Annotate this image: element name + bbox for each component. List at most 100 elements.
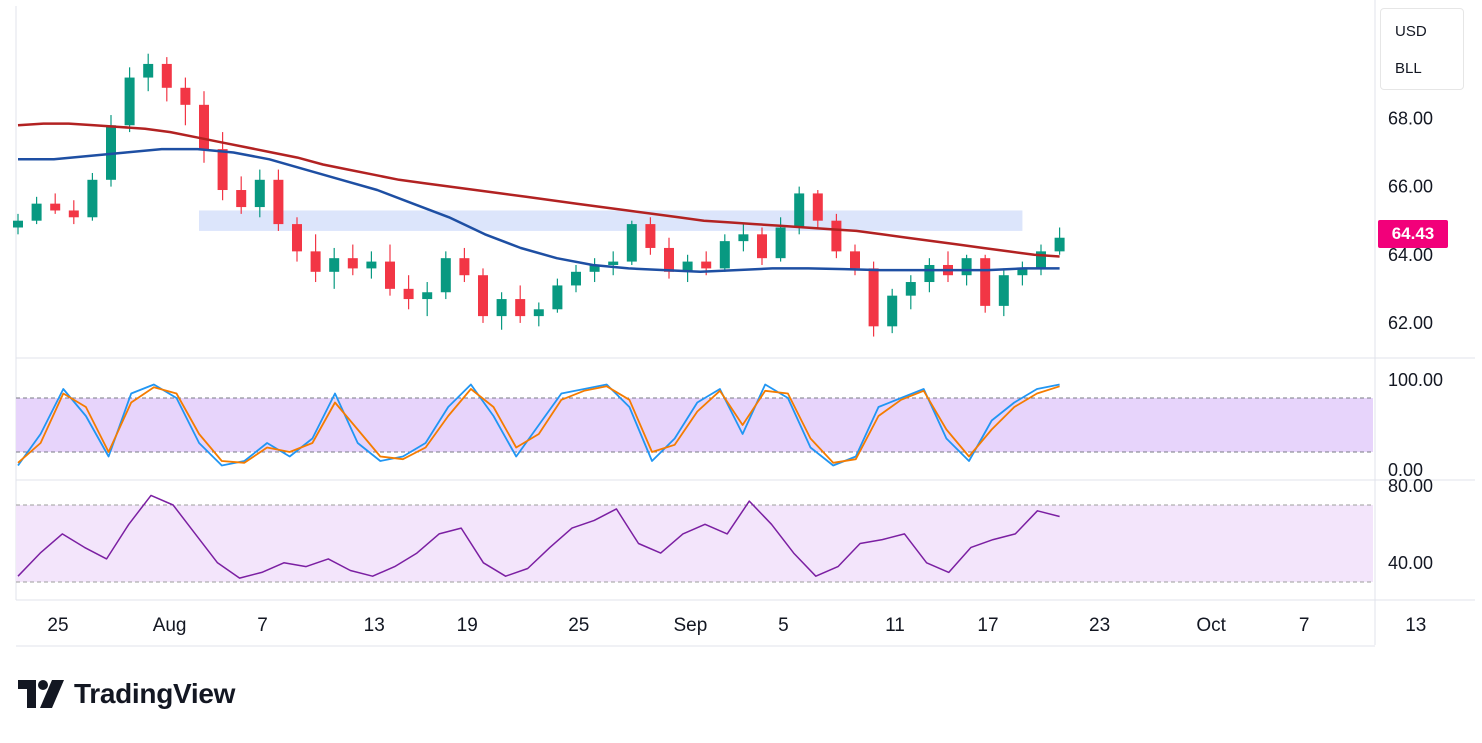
- candle-body: [552, 285, 563, 310]
- candle-body: [868, 268, 879, 327]
- candle-body: [440, 258, 451, 293]
- candle: [812, 190, 823, 228]
- candle: [943, 251, 953, 283]
- candle-body: [478, 275, 488, 317]
- candle: [1017, 261, 1028, 286]
- currency-unit-box[interactable]: USD BLL: [1380, 8, 1464, 90]
- price-tick-label: 68.00: [1388, 108, 1433, 128]
- time-tick-label: 11: [885, 615, 905, 636]
- candle: [515, 285, 526, 323]
- moving-average-blue: [18, 147, 1060, 274]
- candle-body: [998, 275, 1009, 306]
- candle-body: [701, 261, 712, 269]
- candle: [645, 217, 656, 255]
- candle: [31, 196, 42, 225]
- candle-body: [329, 258, 340, 272]
- candle-body: [515, 299, 526, 317]
- candle: [68, 200, 79, 225]
- resistance-zone: [199, 210, 1023, 231]
- candle-body: [757, 234, 767, 259]
- rsi-tick-label: 80.00: [1388, 476, 1433, 496]
- candle: [180, 77, 191, 126]
- candle-body: [626, 224, 637, 262]
- candle-body: [199, 104, 209, 150]
- candle-body: [347, 258, 358, 269]
- candle: [998, 268, 1009, 317]
- candle: [385, 244, 395, 296]
- price-tick-label: 62.00: [1388, 313, 1433, 333]
- candle-body: [1036, 251, 1046, 269]
- candle: [199, 91, 209, 163]
- candle-body: [292, 224, 302, 252]
- candle: [347, 244, 358, 276]
- candle-body: [403, 288, 414, 300]
- candle: [682, 254, 693, 283]
- time-tick-label: 5: [778, 615, 789, 636]
- candle: [626, 220, 637, 265]
- candle: [738, 224, 749, 252]
- candle-body: [831, 220, 842, 252]
- time-tick-label: 25: [568, 615, 589, 636]
- candle-body: [719, 241, 730, 269]
- time-tick-label: 19: [457, 615, 478, 636]
- candle-body: [608, 261, 619, 265]
- candle: [980, 254, 991, 313]
- candle: [478, 268, 488, 323]
- candle: [292, 217, 302, 262]
- candle-body: [217, 149, 228, 191]
- candle-body: [1054, 237, 1065, 252]
- candle: [366, 251, 377, 279]
- candle: [13, 213, 23, 235]
- candle-body: [905, 282, 916, 296]
- rsi-tick-label: 40.00: [1388, 553, 1433, 573]
- candle-body: [961, 258, 972, 276]
- candle: [589, 258, 600, 283]
- candle: [50, 193, 61, 214]
- candle: [887, 288, 898, 334]
- candle: [310, 234, 321, 283]
- candle-body: [812, 193, 823, 221]
- candle-body: [236, 190, 247, 208]
- candle-body: [366, 261, 377, 269]
- candle: [533, 302, 544, 327]
- candle: [236, 176, 247, 214]
- stoch-tick-label: 0.00: [1388, 460, 1423, 480]
- stoch-tick-label: 100.00: [1388, 370, 1443, 390]
- moving-average-red: [17, 122, 1060, 258]
- currency-label: USD: [1395, 23, 1427, 40]
- candle: [124, 67, 135, 133]
- candle: [496, 292, 507, 330]
- candle-body: [1017, 268, 1028, 276]
- candle-body: [738, 234, 749, 242]
- candle: [440, 251, 451, 300]
- candle: [571, 264, 581, 293]
- candle-body: [533, 309, 544, 317]
- time-tick-label: 13: [1405, 615, 1426, 636]
- time-tick-label: 17: [977, 615, 998, 636]
- candle: [87, 172, 98, 221]
- candle: [143, 53, 154, 92]
- rsi-line: [17, 494, 1060, 579]
- candle-body: [887, 295, 898, 327]
- candle: [719, 234, 730, 272]
- time-tick-label: 13: [364, 615, 385, 636]
- last-price-tag: 64.43: [1378, 220, 1448, 248]
- candle: [422, 282, 433, 317]
- tradingview-logo-icon: [18, 680, 64, 708]
- candle-body: [794, 193, 805, 228]
- candle: [924, 258, 935, 293]
- candle-body: [385, 261, 395, 289]
- candle-body: [980, 258, 991, 306]
- candle-body: [13, 220, 23, 228]
- candle: [757, 227, 767, 265]
- unit-label: BLL: [1395, 60, 1422, 77]
- candle-body: [106, 125, 116, 180]
- candle-body: [645, 224, 656, 248]
- brand[interactable]: TradingView: [18, 674, 235, 714]
- candle-body: [143, 63, 154, 78]
- candle: [905, 275, 916, 310]
- time-tick-label: Aug: [153, 615, 187, 636]
- stoch-d-line: [17, 385, 1060, 464]
